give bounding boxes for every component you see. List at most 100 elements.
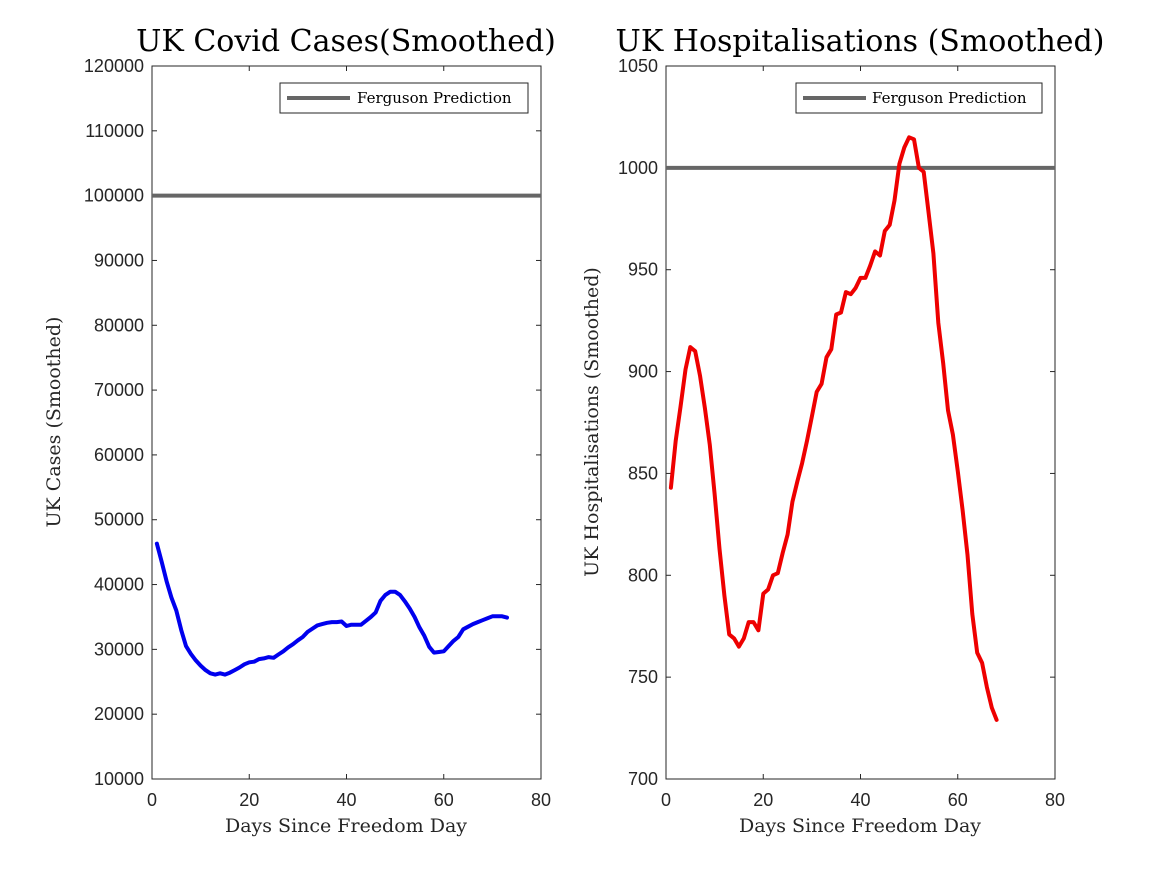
y-tick-label: 1000 <box>618 158 658 178</box>
legend: Ferguson Prediction <box>279 82 529 114</box>
data-point <box>495 614 499 618</box>
legend-label: Ferguson Prediction <box>357 89 512 107</box>
data-point <box>447 644 451 648</box>
data-point <box>218 671 222 675</box>
data-point <box>844 290 848 294</box>
data-point <box>340 619 344 624</box>
series-line <box>668 135 999 722</box>
data-point <box>790 500 795 504</box>
data-point <box>951 433 955 437</box>
data-point <box>970 612 974 616</box>
y-tick-label: 10000 <box>94 769 144 789</box>
data-point <box>485 616 490 620</box>
y-tick-label: 100000 <box>84 186 144 206</box>
data-point <box>203 668 208 672</box>
data-point <box>174 608 178 613</box>
data-point <box>233 668 237 672</box>
data-point <box>693 349 697 353</box>
data-point <box>688 345 692 349</box>
x-tick-label: 40 <box>850 790 870 810</box>
x-tick-label: 60 <box>948 790 968 810</box>
data-point <box>276 652 280 657</box>
series-lines <box>154 541 509 677</box>
cases-chart: UK Covid Cases(Smoothed) 0 20 40 60 80 10000 2… <box>43 24 556 837</box>
data-point <box>810 414 814 418</box>
data-point <box>184 644 188 648</box>
axis-ticks <box>665 65 1056 780</box>
data-point <box>756 628 761 632</box>
series-line <box>154 541 509 677</box>
data-point <box>456 635 460 639</box>
data-point <box>717 547 722 551</box>
data-point <box>442 649 446 653</box>
y-axis-label: UK Cases (Smoothed) <box>43 317 65 528</box>
data-point <box>839 310 843 315</box>
y-tick-label: 800 <box>628 565 658 585</box>
axis-ticks <box>151 65 542 780</box>
data-point <box>344 624 349 628</box>
data-point <box>669 486 673 490</box>
data-point <box>281 649 285 653</box>
y-tick-label: 80000 <box>94 315 144 335</box>
data-point <box>727 632 731 637</box>
y-tick-label: 40000 <box>94 575 144 595</box>
data-point <box>786 532 790 537</box>
axis-tick-labels: 0 20 40 60 80 10000 20000 30000 40000 50000 60000 7… <box>84 56 551 810</box>
data-point <box>310 627 315 631</box>
x-tick-label: 80 <box>1045 790 1065 810</box>
data-point <box>296 638 300 642</box>
data-point <box>349 623 353 627</box>
data-point <box>742 636 746 641</box>
x-tick-label: 80 <box>531 790 551 810</box>
data-point <box>995 718 999 722</box>
data-point <box>354 623 358 627</box>
data-point <box>732 636 736 641</box>
data-point <box>252 660 256 664</box>
data-point <box>698 374 702 378</box>
data-point <box>369 615 373 619</box>
data-point <box>383 593 387 597</box>
data-point <box>820 382 824 386</box>
data-point <box>985 685 989 689</box>
data-point <box>961 508 965 512</box>
data-point <box>165 579 169 583</box>
data-point <box>897 162 902 166</box>
data-point <box>417 625 421 629</box>
data-point <box>883 229 887 233</box>
axis-tick-labels: 0 20 40 60 80 700 750 800 850 900 950 1000 1050 <box>618 56 1065 810</box>
data-point <box>189 652 193 656</box>
data-point <box>751 620 756 624</box>
x-axis-label: Days Since Freedom Day <box>739 815 981 837</box>
y-tick-label: 750 <box>628 667 658 687</box>
legend: Ferguson Prediction <box>795 82 1043 114</box>
data-point <box>413 615 417 619</box>
y-tick-label: 120000 <box>84 56 144 76</box>
data-point <box>771 573 775 577</box>
data-point <box>713 492 717 496</box>
data-point <box>815 390 819 394</box>
x-tick-label: 0 <box>661 790 671 810</box>
x-tick-label: 20 <box>753 790 773 810</box>
data-point <box>378 599 383 603</box>
data-point <box>946 408 950 412</box>
data-point <box>679 404 683 408</box>
data-point <box>325 621 329 625</box>
data-point <box>427 645 431 649</box>
data-point <box>364 619 368 623</box>
data-point <box>892 198 897 203</box>
data-point <box>917 166 921 170</box>
data-point <box>674 439 678 443</box>
data-point <box>936 321 940 325</box>
data-point <box>776 571 780 575</box>
data-point <box>500 614 504 618</box>
data-point <box>466 625 470 629</box>
data-point <box>301 635 305 639</box>
data-point <box>761 592 765 596</box>
series-points <box>669 135 999 722</box>
y-tick-label: 30000 <box>94 639 144 659</box>
plot-area-frame <box>665 65 1056 780</box>
data-point <box>683 367 688 372</box>
data-point <box>262 656 266 661</box>
x-tick-label: 40 <box>336 790 356 810</box>
